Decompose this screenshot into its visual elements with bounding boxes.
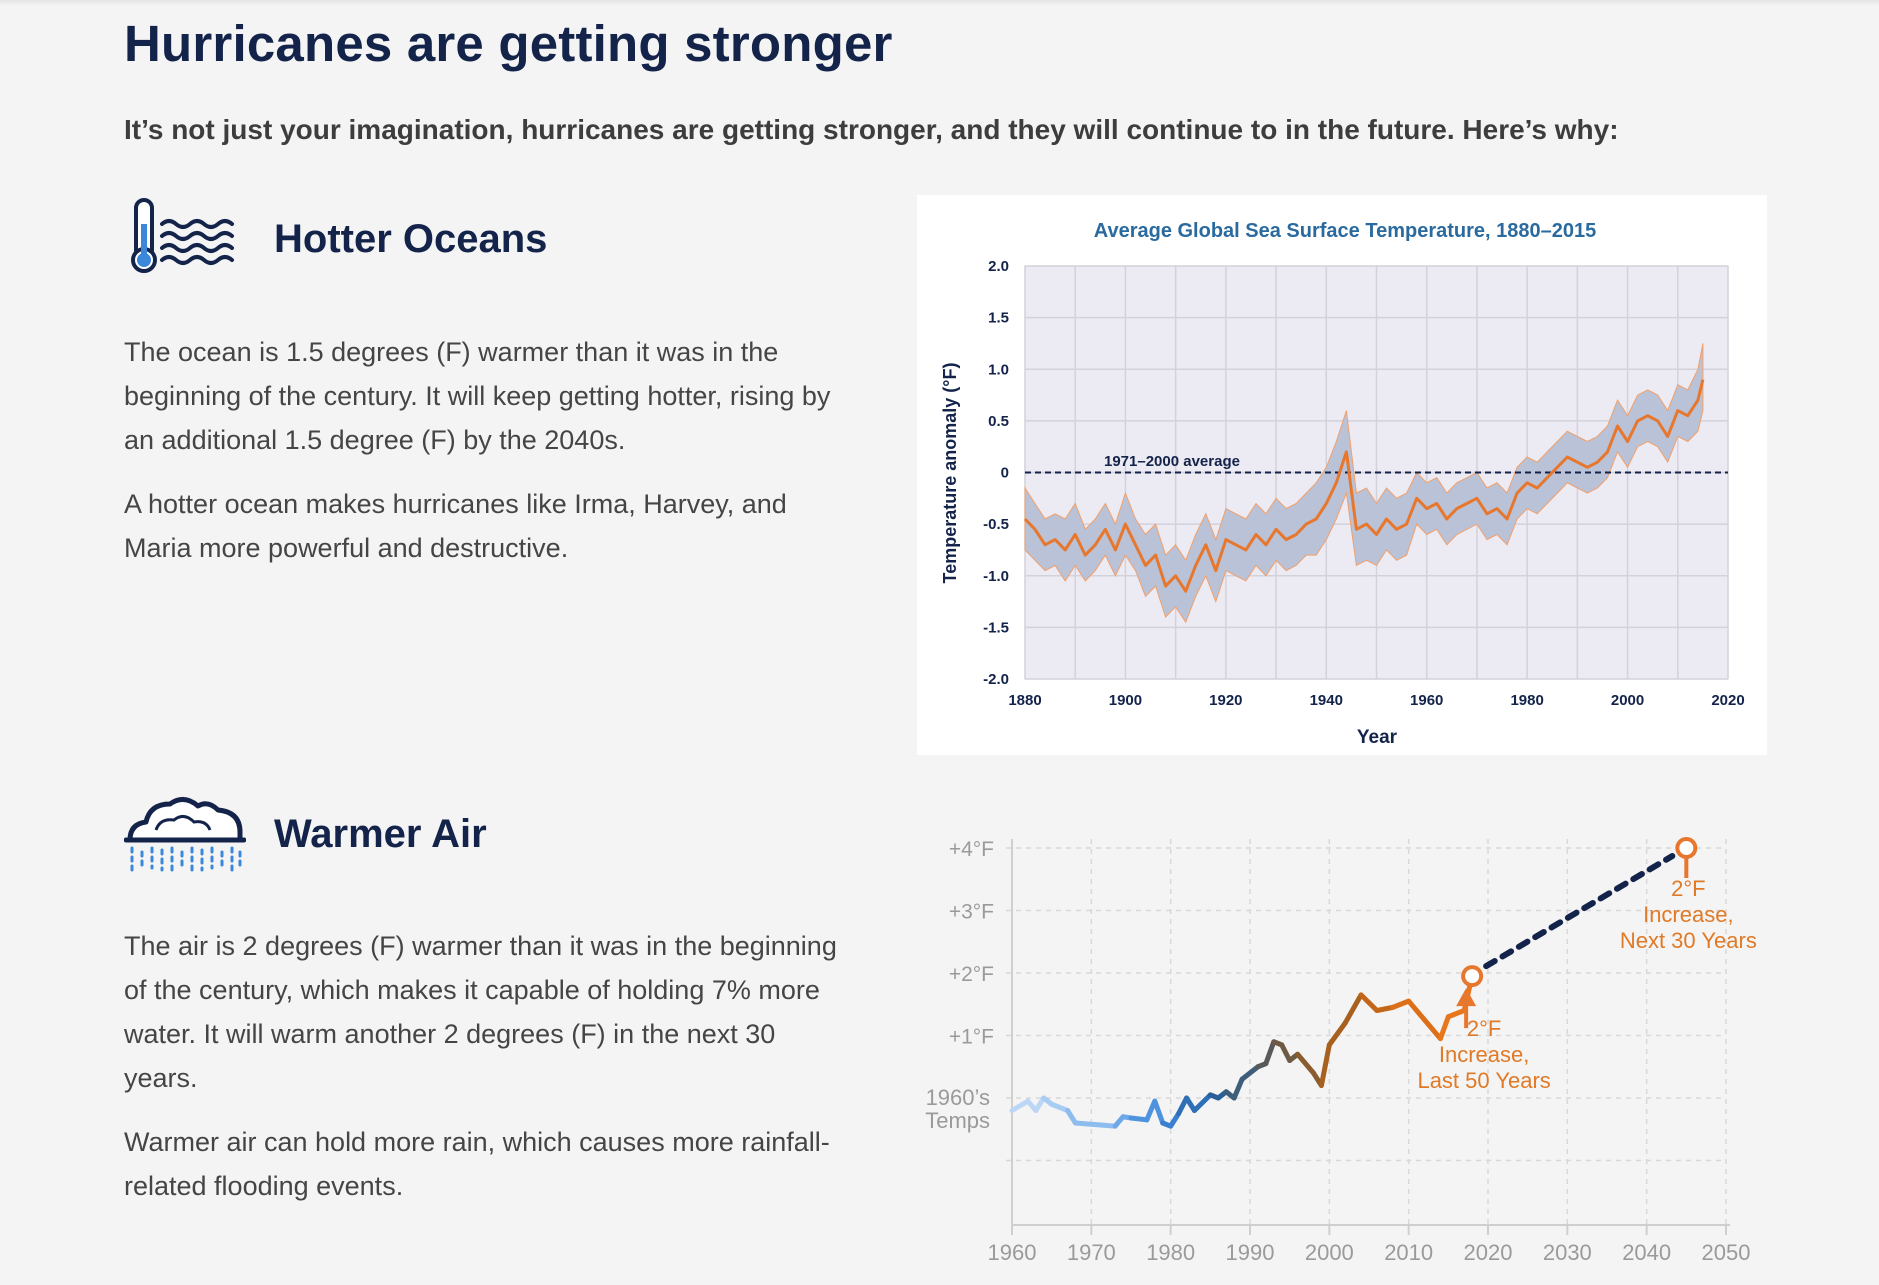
chart2-x-tick-label: 1980 — [1146, 1240, 1195, 1265]
chart2-x-tick-label: 2040 — [1622, 1240, 1671, 1265]
chart1-y-tick-label: 0.5 — [988, 413, 1009, 430]
chart2-observed-segment — [1049, 1101, 1071, 1113]
chart1-title: Average Global Sea Surface Temperature, … — [1094, 220, 1597, 242]
chart1-x-tick-label: 1880 — [1008, 692, 1041, 709]
section-heading-warmer-air: Warmer Air — [274, 812, 487, 856]
chart2-observed-segment — [1342, 992, 1364, 1026]
chart2-observed-segment — [1318, 1042, 1332, 1088]
chart2-y-tick-label: +1°F — [949, 1026, 994, 1049]
chart2-observed-segment — [1152, 1098, 1166, 1126]
chart1-x-tick-label: 1980 — [1510, 692, 1543, 709]
chart2-y-tick-label: +3°F — [949, 901, 994, 924]
chart1-y-tick-label: -1.5 — [983, 619, 1009, 636]
chart1-x-tick-label: 1920 — [1209, 692, 1242, 709]
chart2-x-tick-label: 2020 — [1464, 1240, 1513, 1265]
chart2-observed-segment — [1239, 1064, 1261, 1082]
chart2-observed-segment — [1279, 1042, 1293, 1063]
section-heading-hotter-oceans: Hotter Oceans — [274, 217, 548, 261]
chart2-projection-line — [1483, 853, 1676, 970]
chart2-observed-segment — [1422, 1017, 1443, 1042]
chart1-y-axis-label: Temperature anomaly (°F) — [940, 363, 960, 584]
rain-cloud-icon — [123, 790, 247, 872]
sea-surface-temperature-chart: Average Global Sea Surface Temperature, … — [917, 195, 1767, 755]
warmer-air-paragraph-1: The air is 2 degrees (F) warmer than it … — [124, 931, 837, 1093]
intro-text: It’s not just your imagination, hurrican… — [124, 114, 1619, 145]
chart2-annotation-label: 2°F Increase, Next 30 Years — [1620, 876, 1757, 953]
chart2-observed-segment — [1326, 1020, 1348, 1048]
chart2-x-tick-label: 1990 — [1226, 1240, 1275, 1265]
chart1-anomaly-line — [1023, 379, 1705, 593]
hotter-oceans-paragraph-2: A hotter ocean makes hurricanes like Irm… — [124, 489, 787, 563]
chart2-observed-segment — [1009, 1098, 1031, 1113]
chart2-observed-segment — [1445, 1008, 1467, 1020]
chart2-observed-segment — [1072, 1120, 1094, 1127]
chart2-y-tick-label: +4°F — [949, 838, 994, 861]
chart2-observed-segment — [1295, 1051, 1316, 1076]
chart2-observed-segment — [1358, 992, 1380, 1013]
chart2-x-tick-label: 2050 — [1702, 1240, 1751, 1265]
chart1-x-axis-label: Year — [1357, 727, 1398, 748]
chart2-marker — [1461, 965, 1484, 988]
chart2-observed-segment — [1088, 1121, 1118, 1129]
chart2-observed-segment — [1176, 1095, 1190, 1117]
chart2-baseline-label: 1960’s Temps — [925, 1085, 990, 1133]
chart2-y-tick-label: +2°F — [949, 963, 994, 986]
hotter-oceans-paragraph-1: The ocean is 1.5 degrees (F) warmer than… — [124, 337, 831, 455]
thermometer-waves-icon — [124, 194, 248, 276]
chart1-y-tick-label: 1.0 — [988, 361, 1009, 378]
chart2-x-tick-label: 1970 — [1067, 1240, 1116, 1265]
chart2-observed-segment — [1263, 1039, 1277, 1067]
chart1-reference-label: 1971–2000 average — [1104, 453, 1240, 470]
page-title: Hurricanes are getting stronger — [124, 15, 893, 72]
chart2-observed-segment — [1128, 1115, 1150, 1123]
chart1-x-tick-label: 2020 — [1711, 692, 1744, 709]
air-temperature-chart: +4°F +3°F +2°F +1°F 1960 1970 1980 1990 2000 201… — [900, 820, 1780, 1280]
chart2-observed-segment — [1374, 1004, 1396, 1013]
chart1-y-tick-label: -0.5 — [983, 516, 1009, 533]
chart2-observed-segment — [1231, 1076, 1245, 1101]
chart2-x-tick-label: 2010 — [1384, 1240, 1433, 1265]
chart1-x-tick-label: 1940 — [1310, 692, 1343, 709]
chart1-y-tick-label: -2.0 — [983, 671, 1009, 688]
chart2-marker — [1675, 837, 1698, 859]
chart1-x-tick-label: 1960 — [1410, 692, 1443, 709]
chart1-uncertainty-band — [1024, 343, 1704, 624]
chart2-arrow-head — [1456, 988, 1477, 1007]
chart2-x-tick-label: 1960 — [988, 1240, 1037, 1265]
chart2-x-tick-label: 2000 — [1305, 1240, 1354, 1265]
chart2-observed-segment — [1406, 998, 1428, 1023]
warmer-air-paragraph-2: Warmer air can hold more rain, which cau… — [124, 1127, 830, 1201]
chart2-observed-segment — [1437, 1014, 1451, 1042]
chart2-observed-segment — [1191, 1092, 1213, 1113]
chart2-observed-segment — [1390, 998, 1412, 1010]
chart2-annotation-label: 2°F Increase, Last 50 Years — [1417, 1016, 1550, 1093]
chart1-y-tick-label: 0 — [1001, 465, 1009, 482]
chart2-x-tick-label: 2030 — [1543, 1240, 1592, 1265]
chart1-y-tick-label: 1.5 — [988, 310, 1009, 327]
chart1-x-tick-label: 2000 — [1611, 692, 1644, 709]
chart1-y-tick-label: -1.0 — [983, 568, 1009, 585]
chart1-x-tick-label: 1900 — [1109, 692, 1142, 709]
chart1-y-tick-label: 2.0 — [988, 258, 1009, 275]
top-shadow-bar — [0, 0, 1879, 6]
